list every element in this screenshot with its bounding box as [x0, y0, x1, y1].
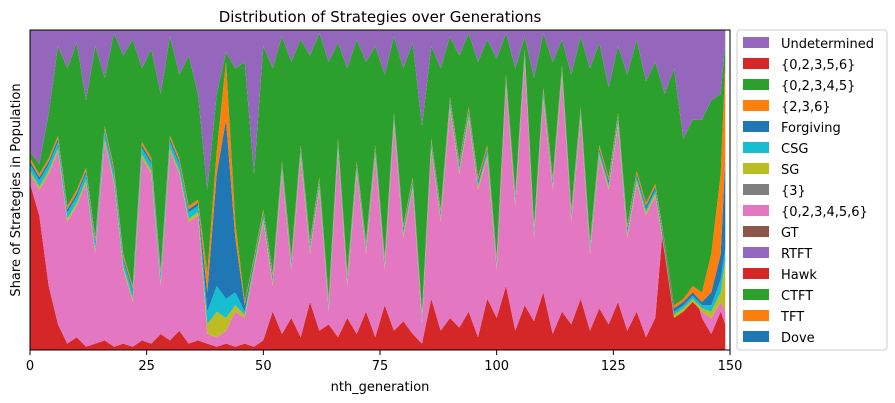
legend-swatch [743, 247, 769, 258]
legend-label: {0,2,3,4,5,6} [781, 205, 868, 220]
legend-label: Hawk [781, 268, 817, 283]
x-tick-label: 50 [255, 359, 272, 374]
legend-swatch [743, 268, 769, 279]
legend-swatch [743, 100, 769, 111]
legend-swatch [743, 79, 769, 90]
area-0-2-3-4-5-6 [30, 62, 726, 347]
chart-title: Distribution of Strategies over Generati… [219, 8, 542, 26]
legend-swatch [743, 58, 769, 69]
x-tick-label: 75 [372, 359, 389, 374]
x-tick-label: 125 [601, 359, 626, 374]
legend-label: CTFT [781, 289, 813, 304]
x-tick-label: 25 [138, 359, 155, 374]
legend-label: Forgiving [781, 121, 841, 136]
legend-swatch [743, 289, 769, 300]
legend-swatch [743, 205, 769, 216]
legend-label: TFT [780, 310, 804, 325]
x-axis-ticks: 0 25 50 75 100 125 150 [26, 350, 743, 374]
legend-label: {0,2,3,5,6} [781, 58, 855, 73]
legend-frame [736, 29, 888, 351]
area-0-2-3-4-5 [30, 33, 726, 312]
legend: Undetermined {0,2,3,5,6} {0,2,3,4,5} {2,3,6… [736, 29, 888, 351]
legend-label: {2,3,6} [781, 100, 831, 115]
legend-label: CSG [781, 142, 808, 157]
legend-label: RTFT [781, 247, 812, 262]
legend-label: SG [781, 163, 799, 178]
area-2-3-6 [30, 49, 726, 315]
area-sg [30, 58, 726, 338]
x-tick-label: 150 [718, 359, 743, 374]
x-tick-label: 0 [26, 359, 34, 374]
area-undetermined [30, 30, 726, 190]
legend-swatch [743, 331, 769, 342]
legend-swatch [743, 163, 769, 174]
legend-label: GT [781, 226, 799, 241]
x-tick-label: 100 [484, 359, 509, 374]
x-axis-label: nth_generation [331, 380, 430, 395]
legend-label: Dove [781, 331, 815, 346]
plot-areas [30, 30, 726, 350]
legend-swatch [743, 37, 769, 48]
legend-label: {0,2,3,4,5} [781, 79, 855, 94]
area-hawk [30, 151, 726, 350]
legend-swatch [743, 184, 769, 195]
y-axis-label: Share of Strategies in Population [9, 83, 24, 296]
legend-swatch [743, 226, 769, 237]
legend-label: {3} [781, 184, 806, 199]
legend-swatch [743, 310, 769, 321]
legend-label: Undetermined [781, 37, 874, 52]
legend-swatch [743, 142, 769, 153]
legend-swatch [743, 121, 769, 132]
